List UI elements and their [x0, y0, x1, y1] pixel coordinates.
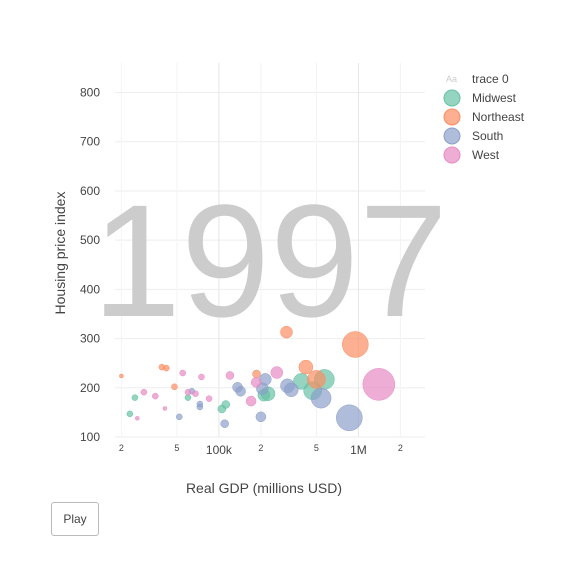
y-tick-label: 500 [80, 233, 100, 247]
legend-swatch-northeast [443, 108, 461, 126]
year-frame-label: 1997 [92, 171, 448, 350]
data-point-west [245, 395, 257, 407]
data-point-west [362, 368, 396, 401]
legend: Aa trace 0 Midwest Northeast South West [443, 72, 525, 164]
data-point-west [225, 371, 235, 380]
data-point-midwest [126, 410, 134, 418]
y-tick-label: 700 [80, 135, 100, 149]
data-point-south [310, 387, 332, 409]
data-point-west [205, 395, 213, 402]
x-tick-label: 2 [119, 443, 124, 453]
x-axis-title: Real GDP (millions USD) [186, 480, 342, 496]
data-point-south [235, 385, 246, 397]
x-tick-label: 2 [398, 443, 403, 453]
data-points [119, 325, 396, 432]
data-point-northeast [280, 325, 293, 339]
y-tick-label: 600 [80, 184, 100, 198]
y-tick-label: 100 [80, 430, 100, 444]
data-point-west [179, 369, 186, 377]
data-point-south [176, 413, 183, 421]
data-point-midwest [131, 394, 139, 401]
legend-label-northeast: Northeast [472, 110, 525, 124]
x-axis-ticks: 2 5 100k 2 5 1M 2 [119, 443, 403, 457]
data-point-west [135, 416, 140, 421]
data-point-west [250, 377, 262, 388]
x-tick-label: 5 [174, 443, 179, 453]
data-point-west [140, 388, 148, 396]
data-point-south [220, 419, 229, 428]
y-tick-label: 300 [80, 332, 100, 346]
x-tick-label: 1M [350, 443, 367, 457]
data-point-west [192, 390, 199, 397]
data-point-south [284, 382, 299, 398]
data-point-northeast [307, 370, 326, 389]
legend-label-midwest: Midwest [472, 91, 517, 105]
data-point-south [255, 411, 267, 423]
legend-title-marker: Aa [446, 74, 457, 84]
data-point-northeast [252, 369, 261, 379]
data-point-northeast [171, 383, 178, 391]
data-point-northeast [298, 359, 314, 375]
data-point-northeast [119, 373, 124, 379]
legend-items: Midwest Northeast South West [443, 89, 525, 164]
data-point-south [336, 404, 363, 432]
data-point-northeast [163, 364, 170, 372]
play-button[interactable]: Play [51, 502, 99, 536]
legend-label-south: South [472, 129, 503, 143]
data-point-midwest [221, 400, 231, 409]
y-tick-label: 400 [80, 282, 100, 296]
data-point-west [198, 373, 205, 381]
x-tick-label: 100k [206, 443, 233, 457]
y-tick-label: 200 [80, 381, 100, 395]
y-tick-label: 800 [80, 86, 100, 100]
x-tick-label: 2 [258, 443, 263, 453]
data-point-northeast [342, 331, 369, 358]
data-point-west [152, 392, 159, 400]
data-point-south [196, 403, 204, 411]
data-point-west [162, 406, 168, 411]
y-axis-title: Housing price index [52, 192, 68, 315]
data-point-west [270, 366, 284, 379]
legend-swatch-midwest [443, 89, 461, 107]
legend-swatch-west [443, 146, 461, 164]
data-point-midwest [184, 394, 192, 401]
y-axis-ticks: 100 200 300 400 500 600 700 800 [80, 86, 100, 444]
data-point-west [184, 388, 192, 396]
x-tick-label: 5 [314, 443, 319, 453]
legend-title: trace 0 [472, 72, 509, 86]
legend-label-west: West [472, 148, 500, 162]
legend-swatch-south [443, 127, 461, 145]
